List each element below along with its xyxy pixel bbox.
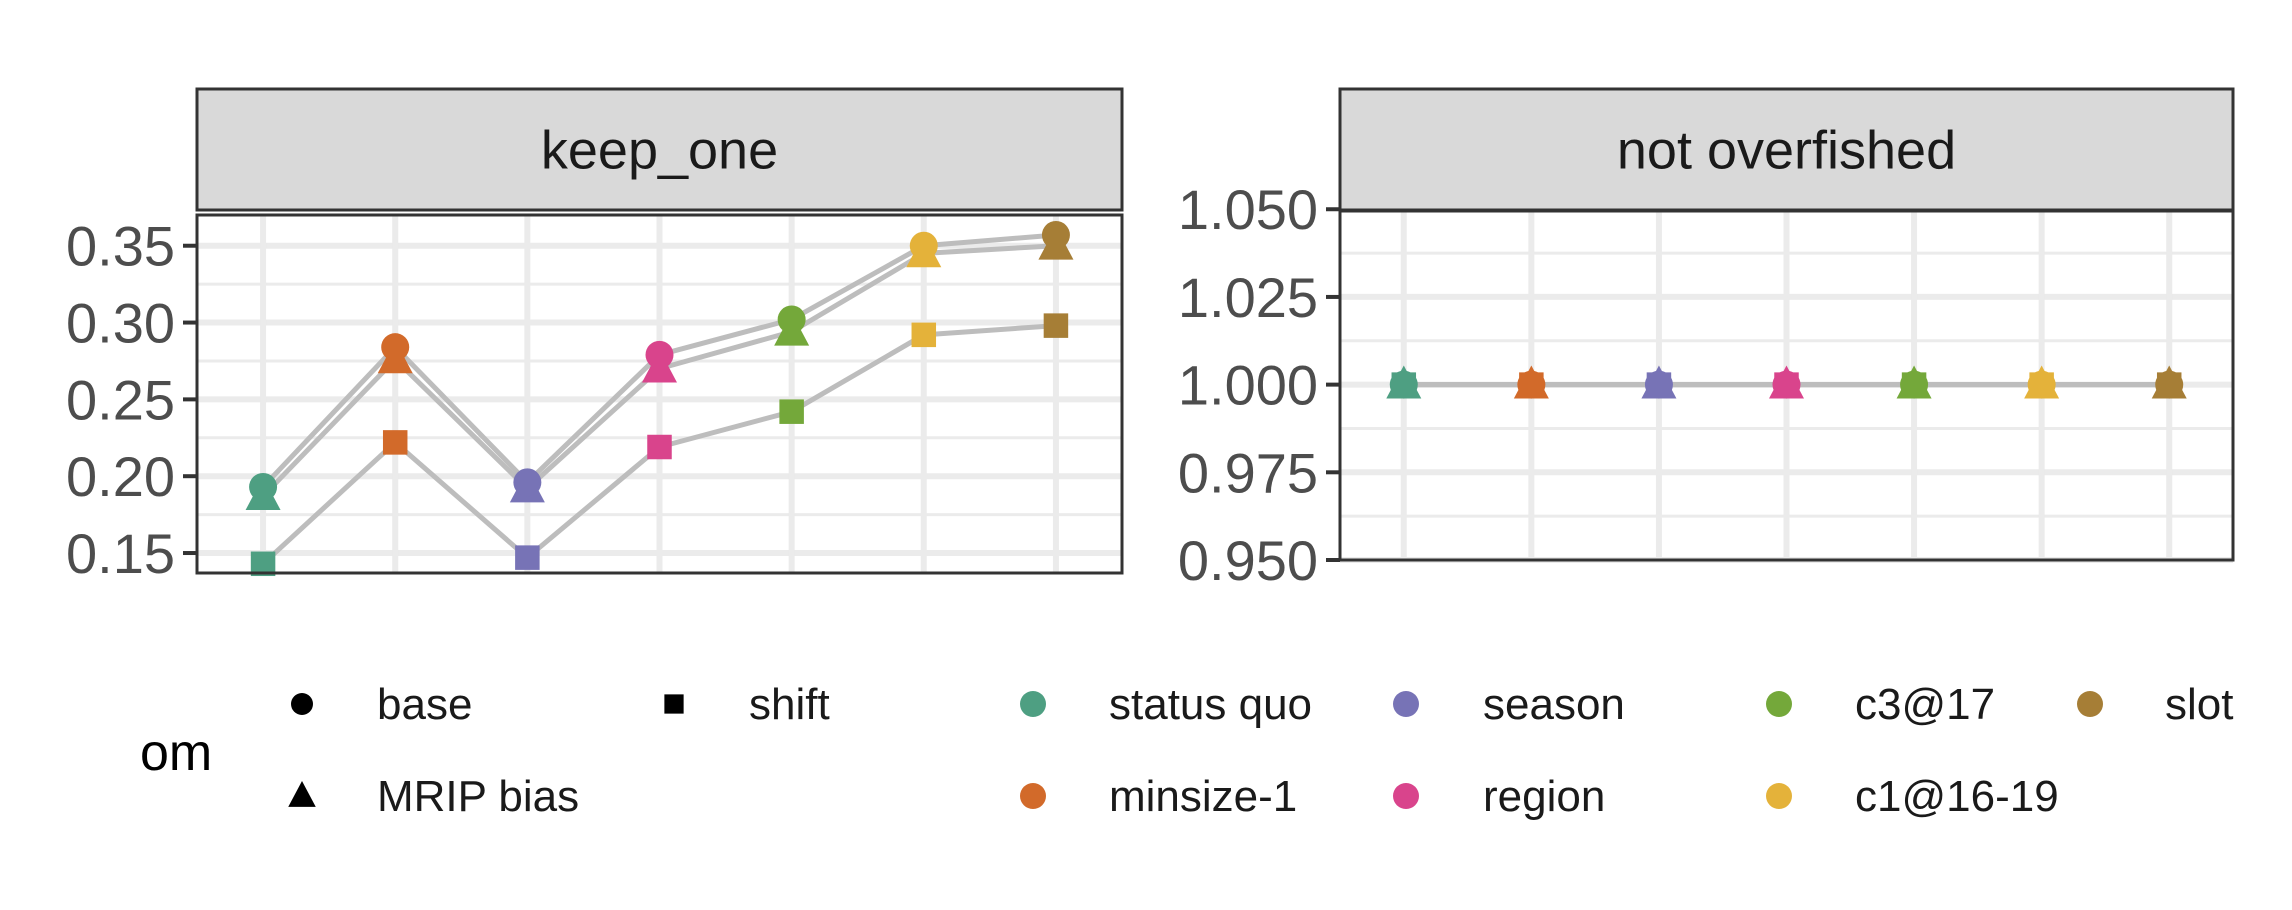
data-point-circle	[645, 340, 674, 369]
panel-strip	[1338, 87, 2235, 212]
data-point-square	[647, 434, 672, 460]
legend-label: region	[1483, 772, 1605, 821]
data-point-circle	[249, 472, 278, 501]
data-point-circle	[1772, 370, 1801, 399]
legend-color-key	[1393, 783, 1419, 809]
legend-label: c1@16-19	[1855, 772, 2059, 821]
data-point-circle	[2027, 370, 2056, 399]
data-point-circle	[1041, 220, 1070, 249]
data-point-circle	[1644, 370, 1673, 399]
legend-item-base: base	[291, 680, 472, 729]
panel-title: keep_one	[541, 121, 778, 181]
y-tick-label: 0.30	[66, 292, 175, 355]
legend-item-season: season	[1393, 680, 1625, 729]
y-tick-label: 0.20	[66, 445, 175, 508]
legend-color-key	[1393, 691, 1419, 717]
data-point-circle	[381, 333, 410, 362]
legend-item-shift: shift	[664, 680, 830, 729]
legend-label: season	[1483, 680, 1625, 729]
legend-label: shift	[749, 680, 830, 729]
data-point-square	[382, 430, 408, 455]
panel-title: not overfished	[1617, 121, 1956, 181]
data-point-circle	[2155, 370, 2184, 399]
y-tick-label: 1.050	[1178, 178, 1318, 241]
legend-color-key	[2077, 691, 2103, 717]
legend-color-key	[1766, 691, 1792, 717]
legend-label: slot	[2165, 680, 2233, 729]
y-tick-label: 0.25	[66, 368, 175, 431]
y-tick-label: 0.35	[66, 215, 175, 278]
data-point-circle	[1517, 370, 1546, 399]
legend-key-triangle	[288, 780, 316, 807]
legend-label: c3@17	[1855, 680, 1995, 729]
legend-item-region: region	[1393, 772, 1605, 821]
data-point-circle	[513, 468, 542, 497]
legend-label: MRIP bias	[377, 772, 579, 821]
legend-label: status quo	[1109, 680, 1312, 729]
data-point-circle	[909, 231, 938, 260]
legend-key-square	[664, 694, 684, 714]
plot-border	[195, 213, 1124, 575]
legend-title: om	[140, 724, 212, 782]
legend-color-key	[1766, 783, 1792, 809]
legend-item-c1-16-19: c1@16-19	[1766, 772, 2059, 821]
y-tick-label: 0.975	[1178, 441, 1318, 504]
data-point-circle	[1389, 370, 1418, 399]
panel-2: not overfished 0.950 0.975 1.000 1.025 1.050	[1178, 87, 2235, 592]
legend-item-slot: slot	[2077, 680, 2233, 729]
legend-label: base	[377, 680, 472, 729]
legend-item-minsize-1: minsize-1	[1020, 772, 1297, 821]
data-point-circle	[1900, 370, 1929, 399]
panel-strip	[195, 87, 1124, 212]
legend: om base shift MRIP bias status quo season c3@1…	[140, 680, 2233, 821]
data-point-square	[1043, 313, 1069, 338]
y-tick-label: 1.025	[1178, 266, 1318, 329]
legend-key-circle	[291, 693, 313, 715]
legend-color-key	[1020, 691, 1046, 717]
data-point-square	[911, 322, 937, 348]
legend-item-c3-17: c3@17	[1766, 680, 1995, 729]
panel-1: keep_one 0.15 0.20 0.25 0.30 0.35	[66, 87, 1124, 585]
y-tick-label: 1.000	[1178, 354, 1318, 417]
y-tick-label: 0.15	[66, 522, 175, 585]
data-point-square	[515, 545, 540, 570]
legend-item-status-quo: status quo	[1020, 680, 1312, 729]
data-point-circle	[777, 305, 806, 334]
legend-label: minsize-1	[1109, 772, 1297, 821]
y-tick-label: 0.950	[1178, 529, 1318, 592]
legend-color-key	[1020, 783, 1046, 809]
legend-item-mrip-bias: MRIP bias	[288, 772, 579, 821]
data-point-square	[779, 399, 804, 424]
